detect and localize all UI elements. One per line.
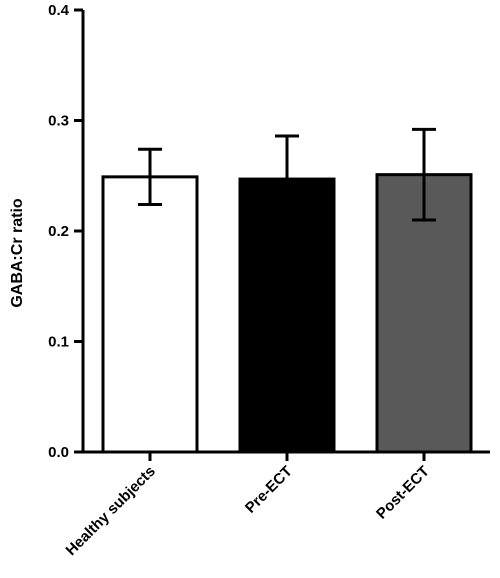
category-label: Healthy subjects — [63, 463, 159, 559]
category-label: Pre-ECT — [242, 463, 296, 517]
y-axis-ticks: 0.0 0.1 0.2 0.3 0.4 — [48, 2, 83, 461]
y-tick-label: 0.4 — [48, 2, 70, 19]
error-bar — [138, 147, 162, 206]
category-label: Post-ECT — [373, 463, 433, 523]
y-tick-label: 0.2 — [48, 223, 69, 240]
bar — [101, 175, 199, 454]
error-bar — [412, 127, 436, 222]
error-bar — [275, 134, 299, 224]
y-axis-label: GABA:Cr ratio — [9, 198, 26, 308]
y-tick-label: 0.1 — [48, 334, 69, 351]
error-bars — [138, 127, 436, 224]
y-tick-label: 0.3 — [48, 113, 69, 130]
y-tick-label: 0.0 — [48, 444, 69, 461]
category-labels: Healthy subjects Pre-ECT Post-ECT — [63, 452, 433, 559]
